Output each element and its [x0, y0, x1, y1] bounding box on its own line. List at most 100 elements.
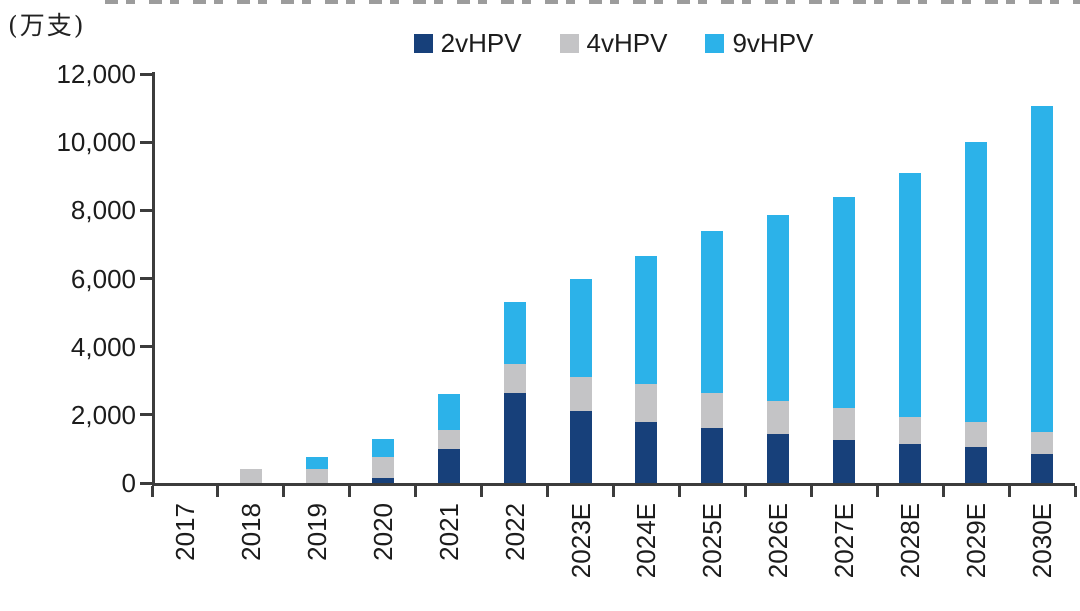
x-axis-label-2022: 2022: [499, 503, 530, 561]
bar-segment-2vhpv: [767, 433, 790, 483]
y-tick-mark: [140, 208, 153, 212]
bar-2018: [239, 469, 262, 483]
bar-segment-4vhpv: [305, 469, 328, 483]
x-tick-mark: [1073, 486, 1077, 497]
bar-segment-4vhpv: [371, 457, 394, 478]
x-tick-mark: [480, 486, 484, 497]
x-tick-mark: [216, 486, 220, 497]
bar-segment-4vhpv: [965, 421, 988, 448]
bar-segment-4vhpv: [437, 430, 460, 449]
bar-segment-9vhpv: [503, 302, 526, 364]
y-tick-label: 0: [121, 468, 136, 498]
x-axis-label-2021: 2021: [433, 503, 464, 561]
x-tick-mark: [282, 486, 286, 497]
x-tick-mark: [875, 486, 879, 497]
plot-area: [152, 74, 1075, 483]
y-tick-mark: [140, 140, 153, 144]
x-axis-label-2024e: 2024E: [631, 503, 662, 579]
x-axis-label-2029e: 2029E: [961, 503, 992, 579]
bar-segment-9vhpv: [767, 215, 790, 402]
bar-segment-2vhpv: [701, 428, 724, 483]
bar-2029e: [965, 142, 988, 483]
bar-2019: [305, 457, 328, 483]
y-tick-label: 2,000: [70, 399, 136, 430]
legend-label: 2vHPV: [440, 28, 522, 58]
bar-2025e: [701, 230, 724, 483]
bar-segment-2vhpv: [503, 392, 526, 483]
x-axis-label-2030e: 2030E: [1027, 503, 1058, 579]
x-axis-label-2023e: 2023E: [565, 503, 596, 579]
y-tick-mark: [140, 413, 153, 417]
x-axis-label-2018: 2018: [235, 503, 266, 561]
bar-2020: [371, 438, 394, 483]
legend-label: 4vHPV: [586, 28, 668, 58]
legend-item-2vhpv: 2vHPV: [413, 28, 522, 59]
y-tick-label: 8,000: [70, 195, 136, 226]
y-tick-mark: [140, 481, 153, 485]
x-tick-mark: [546, 486, 550, 497]
bar-segment-9vhpv: [371, 438, 394, 458]
chart-legend: 2vHPV 4vHPV 9vHPV: [152, 28, 1075, 59]
legend-swatch-icon: [705, 34, 725, 53]
y-tick-mark: [140, 345, 153, 349]
bar-segment-4vhpv: [503, 363, 526, 393]
bar-segment-4vhpv: [899, 416, 922, 444]
legend-swatch-icon: [559, 34, 579, 53]
bar-2026e: [767, 215, 790, 483]
bar-segment-9vhpv: [701, 230, 724, 393]
x-axis-label-2017: 2017: [169, 503, 200, 561]
y-axis-unit-label: (万支): [8, 11, 86, 40]
bar-segment-9vhpv: [965, 142, 988, 422]
x-tick-mark: [612, 486, 615, 497]
x-tick-mark: [414, 486, 418, 497]
y-tick-label: 12,000: [56, 59, 136, 89]
bar-segment-2vhpv: [437, 448, 460, 483]
x-axis-label-2027e: 2027E: [829, 503, 860, 579]
bar-2024e: [635, 256, 658, 483]
bar-segment-9vhpv: [635, 256, 658, 385]
legend-item-4vhpv: 4vHPV: [559, 28, 668, 59]
x-tick-mark: [1007, 486, 1011, 497]
bar-2023e: [569, 278, 592, 483]
bar-segment-2vhpv: [833, 440, 856, 483]
x-tick-mark: [809, 486, 813, 497]
x-tick-mark: [150, 486, 154, 497]
x-tick-mark: [677, 486, 681, 497]
bar-segment-9vhpv: [899, 172, 922, 417]
legend-label: 9vHPV: [732, 28, 814, 58]
y-axis-line: [152, 72, 155, 486]
x-axis-line: [152, 483, 1075, 486]
x-axis-label-2019: 2019: [301, 503, 332, 561]
x-axis-label-2026e: 2026E: [763, 503, 794, 579]
bar-segment-2vhpv: [899, 443, 922, 483]
bar-segment-4vhpv: [239, 469, 262, 483]
bar-2027e: [833, 196, 856, 483]
bar-segment-9vhpv: [833, 196, 856, 409]
bar-2022: [503, 302, 526, 483]
bar-segment-2vhpv: [965, 447, 988, 483]
bar-2021: [437, 394, 460, 483]
bar-segment-4vhpv: [767, 401, 790, 434]
y-tick-label: 10,000: [56, 127, 136, 158]
y-tick-label: 4,000: [70, 331, 136, 362]
legend-swatch-icon: [413, 34, 433, 53]
legend-item-9vhpv: 9vHPV: [705, 28, 813, 59]
bar-segment-2vhpv: [1031, 454, 1054, 483]
x-tick-mark: [348, 486, 352, 497]
bar-segment-9vhpv: [437, 394, 460, 431]
x-axis-label-2028e: 2028E: [895, 503, 926, 579]
x-axis-label-2020: 2020: [367, 503, 398, 561]
bar-segment-9vhpv: [1031, 106, 1054, 432]
bar-segment-2vhpv: [569, 411, 592, 483]
y-tick-label: 6,000: [70, 263, 136, 294]
bar-2028e: [899, 172, 922, 483]
bar-segment-4vhpv: [635, 384, 658, 422]
cropped-top-text-artifact: [105, 0, 1080, 4]
bar-segment-2vhpv: [635, 421, 658, 483]
bar-2030e: [1031, 106, 1054, 483]
x-tick-mark: [941, 486, 945, 497]
y-tick-mark: [140, 72, 153, 76]
x-tick-mark: [743, 486, 747, 497]
x-axis-label-2025e: 2025E: [697, 503, 728, 579]
